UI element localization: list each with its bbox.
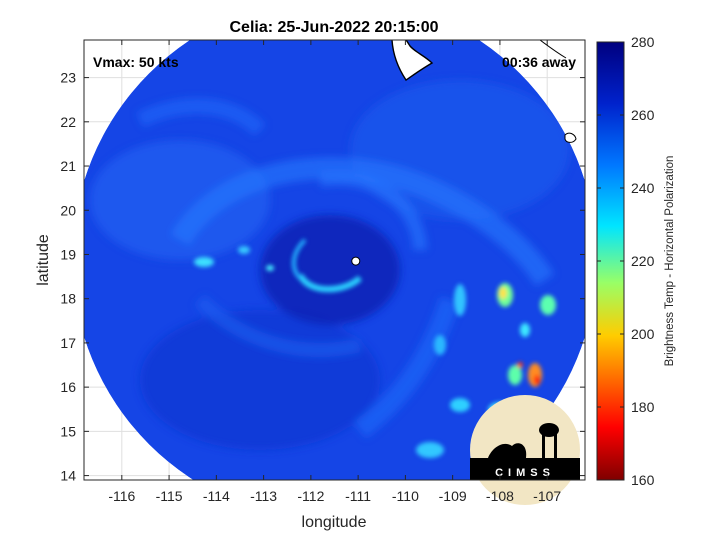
- y-tick-label: 18: [60, 291, 76, 307]
- y-axis-label: latitude: [35, 234, 52, 286]
- x-tick-label: -110: [392, 488, 419, 504]
- swath-texture: [90, 80, 570, 450]
- x-tick-label: -108: [486, 488, 514, 504]
- y-tick-label: 19: [60, 246, 76, 262]
- y-tick-label: 22: [60, 114, 76, 130]
- colorbar-tick-label: 260: [631, 107, 655, 123]
- colorbar: 160 180 200 220 240 260 280 Brightness Temp - …: [596, 34, 676, 488]
- x-tick-label: -112: [297, 488, 324, 504]
- y-tick-label: 23: [60, 70, 76, 86]
- colorbar-tick-label: 160: [631, 472, 655, 488]
- y-tick-label: 20: [60, 202, 76, 218]
- x-tick-labels: -116 -115 -114 -113 -112 -111 -110 -109 -108 -107: [108, 488, 561, 504]
- coastline-mainland: [539, 40, 567, 59]
- y-tick-label: 21: [60, 158, 76, 174]
- y-tick-label: 15: [60, 423, 76, 439]
- logo-text: CIMSS: [495, 467, 555, 479]
- coastline-baja: [391, 40, 434, 81]
- plot-frame: [83, 39, 586, 481]
- x-tick-label: -114: [203, 488, 230, 504]
- x-tick-label: -109: [439, 488, 467, 504]
- colorbar-tick-label: 180: [631, 399, 655, 415]
- colorbar-tick-label: 220: [631, 253, 655, 269]
- brightness-swath: [84, 40, 585, 480]
- timing-annotation: 00:36 away: [502, 54, 576, 70]
- x-tick-label: -116: [108, 488, 135, 504]
- colorbar-tick-label: 240: [631, 180, 655, 196]
- y-tick-label: 17: [60, 335, 76, 351]
- y-tick-label: 16: [60, 379, 76, 395]
- island-marker: [564, 132, 577, 143]
- colorbar-label: Brightness Temp - Horizontal Polarizatio…: [664, 156, 676, 367]
- x-tick-label: -115: [156, 488, 183, 504]
- x-tick-label: -107: [533, 488, 561, 504]
- vmax-annotation: Vmax: 50 kts: [93, 54, 179, 70]
- axis-ticks: [84, 40, 585, 480]
- chart-title: Celia: 25-Jun-2022 20:15:00: [230, 19, 439, 36]
- cimss-logo: CIMSS: [470, 395, 580, 505]
- x-tick-label: -111: [345, 488, 371, 504]
- y-tick-label: 14: [60, 468, 76, 484]
- colorbar-gradient: [596, 41, 625, 481]
- colorbar-tick-label: 280: [631, 34, 655, 50]
- storm-center-marker: [351, 256, 361, 266]
- colorbar-tick-label: 200: [631, 326, 655, 342]
- colorbar-ticks: 160 180 200 220 240 260 280: [597, 34, 655, 488]
- y-tick-labels: 14 15 16 17 18 19 20 21 22 23: [60, 70, 76, 484]
- plot-area: CIMSS -116 -115 -114 -113 -112 -111 -110 -109 -1…: [60, 39, 586, 505]
- x-axis-label: longitude: [302, 514, 367, 531]
- x-tick-label: -113: [250, 488, 277, 504]
